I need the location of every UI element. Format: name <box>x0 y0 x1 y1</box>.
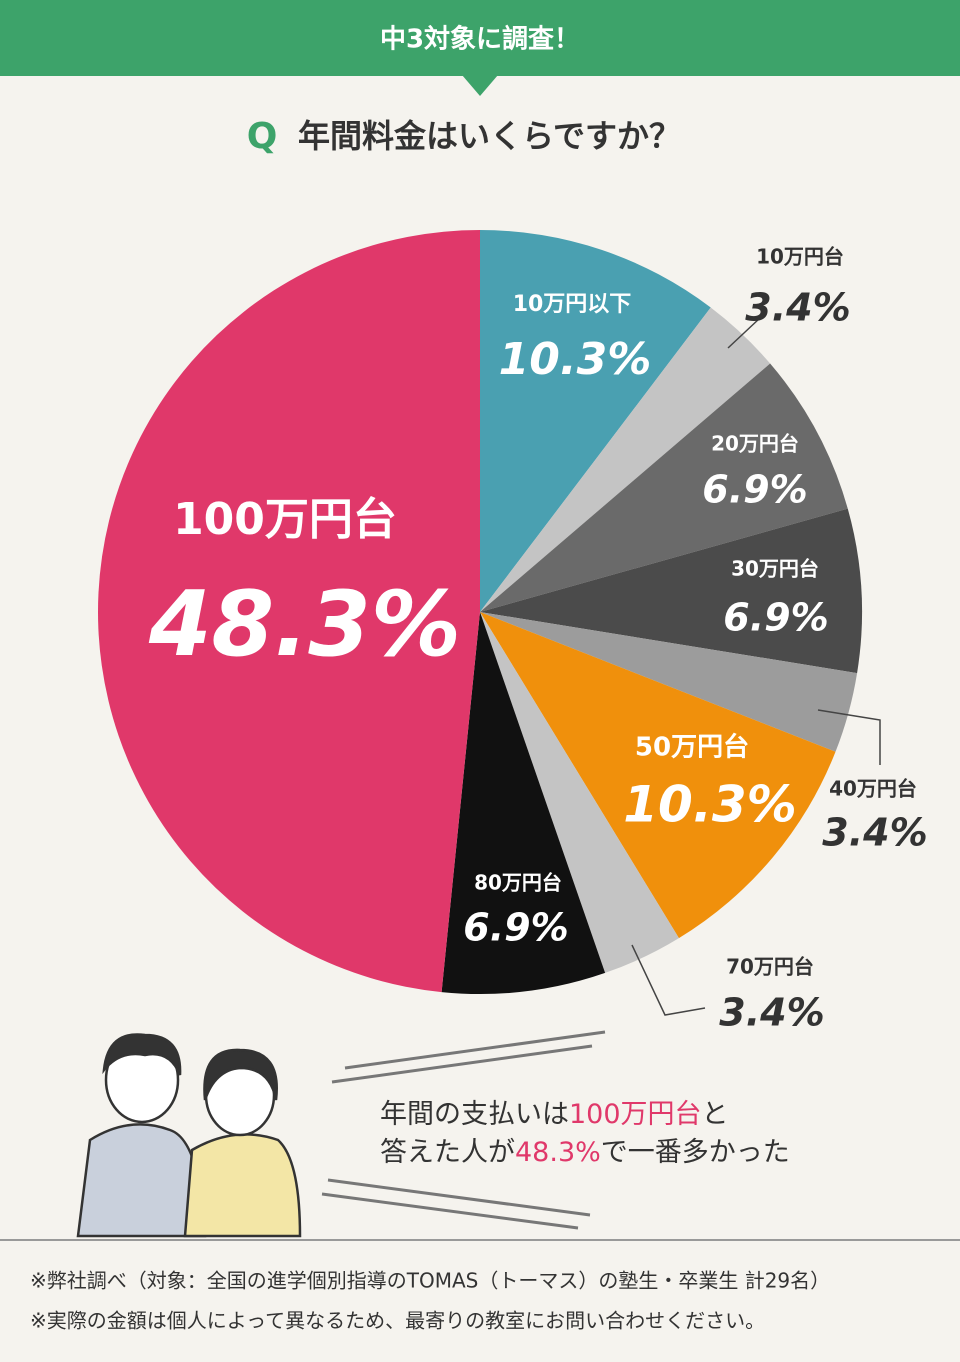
slice-label: 10万円台 <box>756 245 844 269</box>
pie-slice <box>480 612 836 939</box>
comment-highlight: 48.3% <box>515 1137 601 1168</box>
slice-value: 6.9% <box>723 596 828 640</box>
slice-label: 80万円台 <box>474 871 562 895</box>
leader-line <box>727 317 761 349</box>
slice-value: 3.4% <box>822 811 927 855</box>
pie-slice <box>480 508 862 674</box>
person-hair <box>102 1033 182 1076</box>
leader-line <box>631 944 706 1016</box>
comment-text: 年間の支払いは <box>380 1099 569 1130</box>
pie-slice <box>97 230 480 993</box>
slice-label: 50万円台 <box>635 732 749 763</box>
comment-line: 答えた人が48.3%で一番多かった <box>380 1137 790 1168</box>
slice-label: 70万円台 <box>726 955 814 979</box>
pie-slice <box>480 363 848 612</box>
comment-highlight: 100万円台 <box>569 1099 702 1130</box>
banner-text: 中3対象に調査！ <box>380 24 580 55</box>
pie-slice <box>480 612 858 752</box>
note: ※弊社調べ（対象：全国の進学個別指導のTOMAS（トーマス）の塾生・卒業生 計2… <box>30 1269 830 1293</box>
slice-label: 30万円台 <box>731 557 819 581</box>
question-text: 年間料金はいくらですか？ <box>298 117 681 155</box>
slice-value: 48.3% <box>148 572 461 677</box>
illustration <box>76 1033 302 1238</box>
decor-line <box>331 1044 593 1084</box>
pie: 10万円以下 10.3% 10万円台 3.4% 20万円台 6.9% 30万円台 6.9% 40… <box>97 230 928 1035</box>
pie-slice <box>480 612 679 973</box>
slice-label: 100万円台 <box>173 494 397 545</box>
slice-label: 40万円台 <box>829 777 917 801</box>
comment-line: 年間の支払いは100万円台と <box>380 1099 729 1130</box>
slice-value: 10.3% <box>499 334 652 385</box>
decor-line <box>321 1192 579 1230</box>
decor-line <box>344 1030 606 1070</box>
slice-value: 3.4% <box>719 991 824 1035</box>
pie-slice <box>441 612 606 995</box>
slice-value: 6.9% <box>463 906 568 950</box>
note: ※実際の金額は個人によって異なるため、最寄りの教室にお問い合わせください。 <box>30 1309 765 1333</box>
leader-line <box>817 709 881 765</box>
person-body <box>183 1133 302 1238</box>
person-hair <box>203 1048 278 1101</box>
slice-label: 20万円台 <box>711 432 799 456</box>
slice-value: 10.3% <box>623 776 796 834</box>
pie-slice <box>480 230 711 612</box>
comment-text: と <box>702 1099 729 1130</box>
banner-notch <box>462 75 498 96</box>
slice-label: 10万円以下 <box>513 292 632 317</box>
slice-value: 6.9% <box>702 468 807 512</box>
decor-lines <box>321 1030 606 1230</box>
question-mark: Q <box>247 116 278 157</box>
comment-text: で一番多かった <box>601 1137 790 1168</box>
comment-text: 答えた人が <box>380 1137 515 1168</box>
pie-slice <box>480 307 771 612</box>
decor-line <box>327 1178 591 1217</box>
banner <box>0 0 960 76</box>
slice-value: 3.4% <box>745 286 850 330</box>
